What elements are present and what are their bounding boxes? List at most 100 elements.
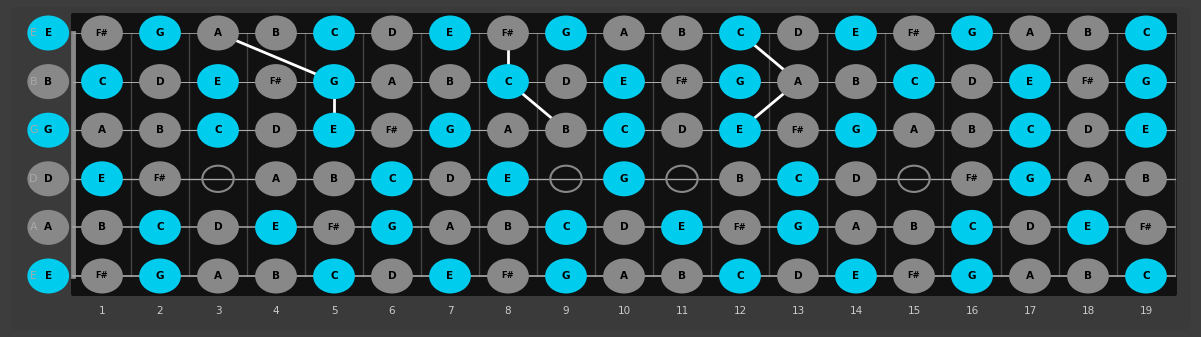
Text: G: G — [968, 28, 976, 38]
Ellipse shape — [313, 161, 354, 196]
Ellipse shape — [255, 64, 297, 99]
Ellipse shape — [777, 64, 819, 99]
Text: E: E — [215, 76, 221, 87]
Text: E: E — [98, 174, 106, 184]
Text: 1: 1 — [98, 306, 106, 316]
Ellipse shape — [371, 161, 413, 196]
Text: B: B — [679, 28, 686, 38]
Ellipse shape — [1068, 64, 1109, 99]
Text: B: B — [968, 125, 976, 135]
Ellipse shape — [545, 258, 587, 294]
Text: D: D — [29, 174, 37, 184]
Ellipse shape — [1125, 64, 1167, 99]
Text: A: A — [214, 271, 222, 281]
Text: 14: 14 — [849, 306, 862, 316]
Ellipse shape — [255, 16, 297, 51]
Ellipse shape — [719, 161, 761, 196]
Text: E: E — [1085, 222, 1092, 233]
Text: 2: 2 — [156, 306, 163, 316]
Text: A: A — [620, 271, 628, 281]
Text: D: D — [1026, 222, 1034, 233]
Text: 4: 4 — [273, 306, 280, 316]
Text: B: B — [446, 76, 454, 87]
Text: A: A — [620, 28, 628, 38]
Text: D: D — [677, 125, 686, 135]
Ellipse shape — [1125, 16, 1167, 51]
Text: G: G — [29, 125, 37, 135]
Text: C: C — [910, 76, 918, 87]
Text: B: B — [562, 125, 570, 135]
Text: G: G — [620, 174, 628, 184]
Ellipse shape — [28, 16, 70, 51]
Text: D: D — [446, 174, 454, 184]
Text: 5: 5 — [330, 306, 337, 316]
Ellipse shape — [661, 113, 703, 148]
Text: G: G — [968, 271, 976, 281]
Text: F#: F# — [1140, 223, 1152, 232]
Ellipse shape — [777, 16, 819, 51]
Ellipse shape — [719, 258, 761, 294]
Text: C: C — [156, 222, 163, 233]
Ellipse shape — [603, 64, 645, 99]
Ellipse shape — [139, 161, 181, 196]
Ellipse shape — [545, 113, 587, 148]
Text: 9: 9 — [563, 306, 569, 316]
Text: C: C — [330, 271, 337, 281]
Text: D: D — [44, 174, 53, 184]
Text: A: A — [1026, 271, 1034, 281]
Text: G: G — [1142, 76, 1151, 87]
Ellipse shape — [255, 210, 297, 245]
Ellipse shape — [429, 113, 471, 148]
Ellipse shape — [777, 113, 819, 148]
Text: A: A — [504, 125, 512, 135]
Text: F#: F# — [96, 272, 108, 280]
Ellipse shape — [28, 161, 70, 196]
Ellipse shape — [951, 64, 993, 99]
Ellipse shape — [313, 113, 354, 148]
Text: B: B — [44, 76, 53, 87]
Text: E: E — [44, 271, 52, 281]
Ellipse shape — [951, 113, 993, 148]
Ellipse shape — [313, 16, 354, 51]
Ellipse shape — [488, 64, 528, 99]
Text: C: C — [214, 125, 222, 135]
Ellipse shape — [719, 64, 761, 99]
Text: B: B — [1085, 28, 1092, 38]
Text: C: C — [562, 222, 569, 233]
Ellipse shape — [835, 16, 877, 51]
Text: C: C — [736, 271, 743, 281]
Ellipse shape — [835, 210, 877, 245]
Text: E: E — [447, 271, 454, 281]
Text: C: C — [1142, 28, 1149, 38]
Ellipse shape — [82, 258, 123, 294]
Text: 7: 7 — [447, 306, 453, 316]
Text: 19: 19 — [1140, 306, 1153, 316]
Text: F#: F# — [502, 272, 514, 280]
Ellipse shape — [139, 258, 181, 294]
Text: A: A — [852, 222, 860, 233]
Ellipse shape — [28, 258, 70, 294]
Text: E: E — [273, 222, 280, 233]
Text: E: E — [1142, 125, 1149, 135]
Ellipse shape — [603, 16, 645, 51]
Ellipse shape — [603, 210, 645, 245]
Text: G: G — [446, 125, 454, 135]
Text: E: E — [447, 28, 454, 38]
Text: G: G — [44, 125, 53, 135]
Text: E: E — [736, 125, 743, 135]
Ellipse shape — [429, 64, 471, 99]
Ellipse shape — [719, 16, 761, 51]
Ellipse shape — [429, 258, 471, 294]
Ellipse shape — [1068, 258, 1109, 294]
Ellipse shape — [1068, 16, 1109, 51]
Ellipse shape — [313, 64, 354, 99]
Ellipse shape — [1068, 210, 1109, 245]
Ellipse shape — [139, 16, 181, 51]
Text: E: E — [679, 222, 686, 233]
Text: G: G — [388, 222, 396, 233]
Ellipse shape — [1125, 113, 1167, 148]
Text: C: C — [504, 76, 512, 87]
Ellipse shape — [313, 258, 354, 294]
Text: C: C — [388, 174, 396, 184]
Text: A: A — [271, 174, 280, 184]
